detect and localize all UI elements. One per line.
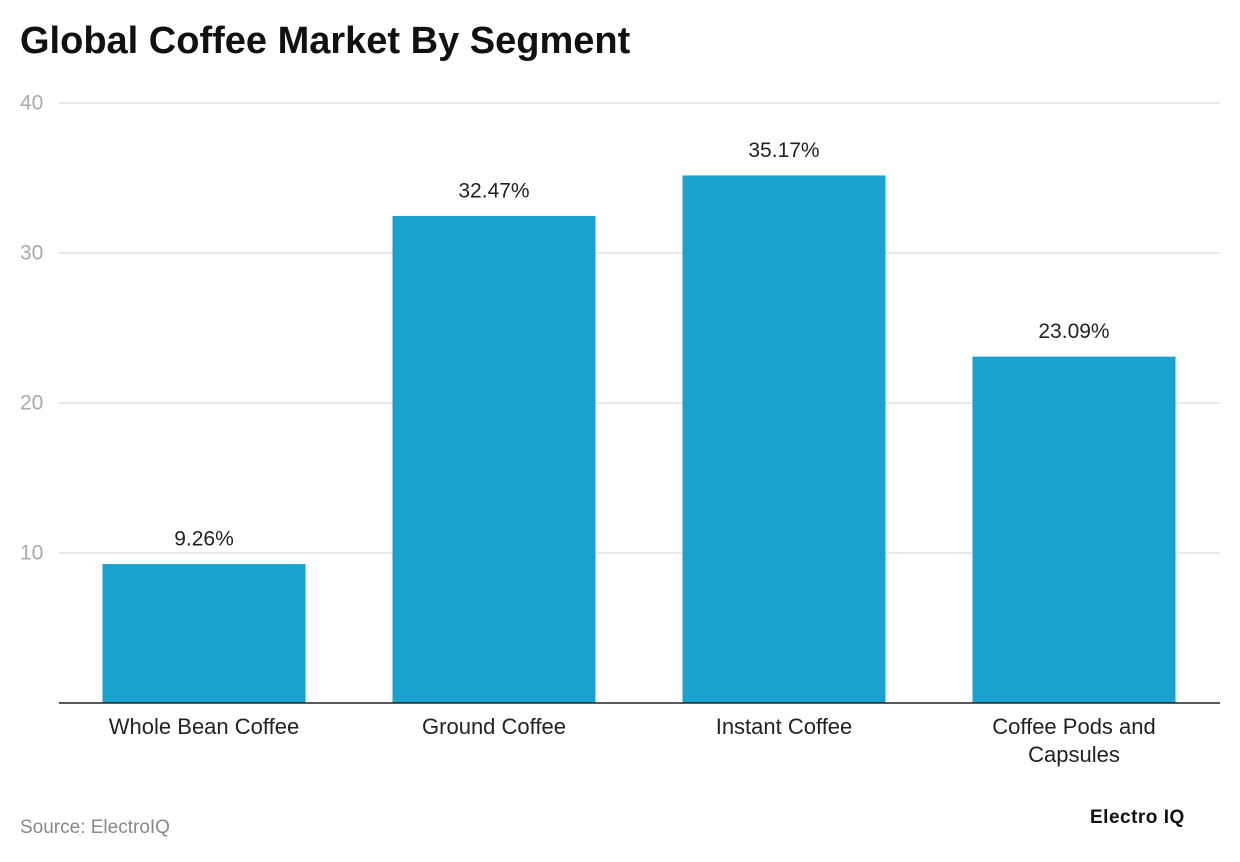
value-label: 32.47%: [458, 179, 529, 202]
value-label: 35.17%: [748, 139, 819, 162]
x-tick-label: Coffee Pods and Capsules: [992, 714, 1156, 767]
source: Source: ElectroIQ: [20, 817, 170, 838]
bar: [682, 175, 886, 703]
chart-title: Global Coffee Market By Segment: [20, 20, 631, 62]
bar: [972, 356, 1176, 703]
bar: [392, 215, 596, 703]
x-tick-label: Whole Bean Coffee: [108, 714, 300, 739]
value-label: 23.09%: [1038, 320, 1109, 343]
y-tick-label: 40: [20, 92, 43, 115]
y-tick-label: 30: [20, 242, 43, 265]
brand-logo: Electro IQ: [1090, 807, 1185, 828]
y-tick-label: 10: [20, 542, 43, 565]
y-tick-label: 20: [20, 392, 43, 415]
value-label: 9.26%: [174, 528, 234, 551]
x-tick-label: Instant Coffee: [715, 714, 853, 739]
x-tick-label: Ground Coffee: [422, 714, 566, 739]
bar: [102, 564, 306, 703]
